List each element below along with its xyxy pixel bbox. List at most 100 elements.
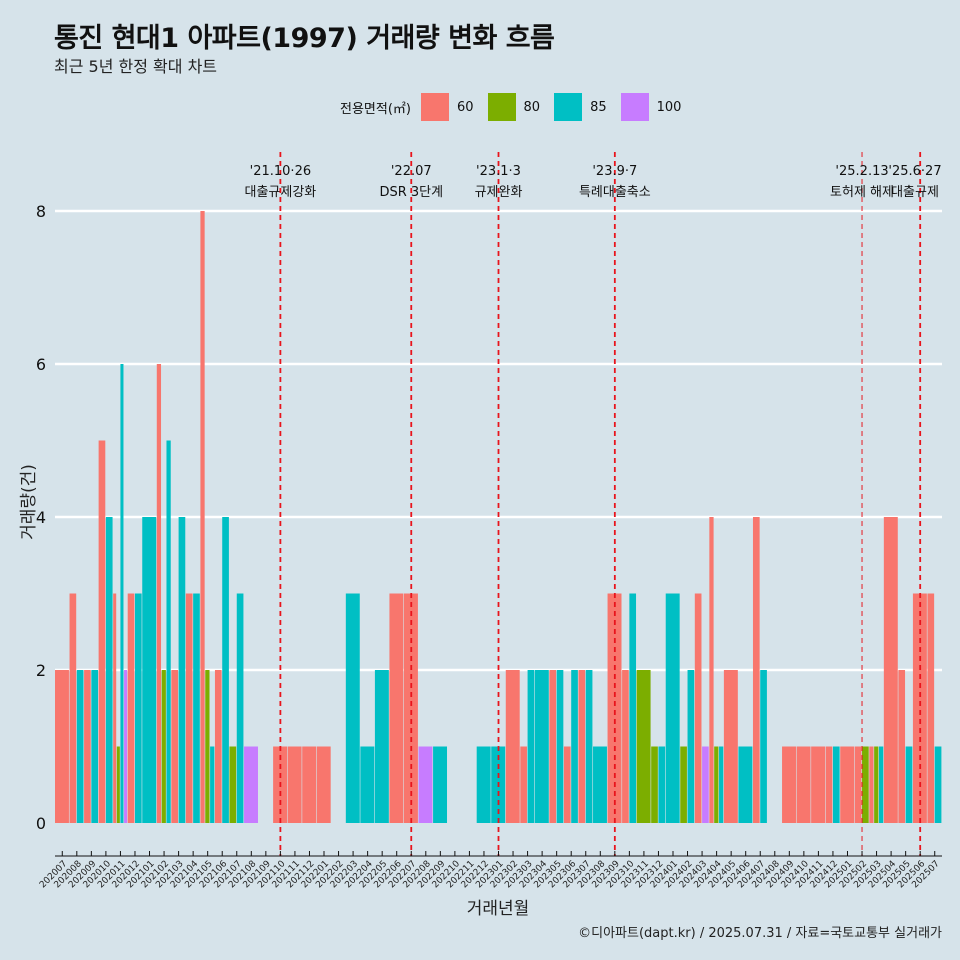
legend-swatch-85 [554,93,583,121]
legend-item-85: 85 [554,93,607,121]
bar-80-202311 [636,670,651,823]
bar-85-202407 [760,670,767,823]
bar-80-202107 [229,746,237,823]
bar-85-202106 [222,517,229,823]
bar-85-202103 [178,517,186,823]
bar-85-202402 [687,670,695,823]
bar-60-202409 [782,746,796,823]
bar-85-202507 [934,746,942,823]
annotation-date: '23.9·7 [592,164,637,179]
annotation-date: '23.1·3 [476,164,521,179]
bar-60-202102 [156,364,162,823]
bar-60-202505 [898,670,906,823]
bar-85-202306 [571,670,578,823]
bar-80-202011 [116,746,120,823]
legend-swatch-80 [487,93,516,121]
bar-85-202203 [345,593,360,823]
bar-80-202503 [874,746,879,823]
bar-85-202401 [665,593,680,823]
bar-85-202101 [142,517,157,823]
bar-60-202010 [98,440,106,823]
bar-60-202011 [113,593,117,823]
bar-85-202503 [878,746,884,823]
bar-85-202404 [719,746,724,823]
bar-85-202012 [134,593,142,823]
x-axis-title: 거래년월 [467,899,530,919]
bar-85-202212 [476,746,491,823]
bar-85-202312 [658,746,666,823]
bar-60-202310 [622,670,629,823]
bar-100-202208 [418,746,433,823]
annotation-date: '21.10·26 [250,164,311,179]
bar-60-202507 [927,593,935,823]
bar-80-202105 [205,670,210,823]
bar-60-202411 [811,746,826,823]
bar-85-202008 [76,670,84,823]
bar-60-202105 [200,211,205,823]
legend: 전용면적(㎡) 60 80 85 100 [340,93,695,121]
legend-label-60: 60 [456,99,474,115]
bar-60-202403 [694,593,702,823]
bar-60-202207 [403,593,418,823]
bar-85-202009 [91,670,99,823]
legend-label-80: 80 [523,99,541,115]
y-tick-label: 0 [36,814,46,833]
bar-60-202503 [869,746,874,823]
bar-85-202406 [738,746,753,823]
bar-60-202008 [69,593,77,823]
annotation-date: '25.2.13 [835,164,888,179]
y-axis-title: 거래량(건) [19,464,39,540]
annotation-label: 특례대출축소 [579,185,651,200]
chart-subtitle: 최근 5년 한정 확대 차트 [54,57,218,76]
bar-85-202412 [832,746,840,823]
y-tick-label: 6 [36,355,46,374]
y-tick-label: 4 [36,508,46,527]
legend-item-60: 60 [420,93,474,121]
annotation-date: '22.07 [391,164,432,179]
bar-60-202504 [883,517,898,823]
bar-60-202112 [302,746,317,823]
annotation-label: 토허제 해제 [830,185,894,200]
y-tick-label: 2 [36,661,46,680]
bar-60-202412 [825,746,833,823]
bar-60-202007 [55,670,69,823]
bar-85-202303 [527,670,535,823]
bar-85-202505 [905,746,913,823]
bar-85-202102 [166,440,171,823]
bars [55,211,942,823]
bar-60-202111 [287,746,302,823]
legend-swatch-100 [620,93,649,121]
bar-85-202104 [193,593,200,823]
bar-60-202506 [912,593,927,823]
bar-100-202403 [702,746,709,823]
bar-60-202309 [607,593,622,823]
bar-60-202302 [505,670,520,823]
bar-60-202106 [214,670,222,823]
bar-60-202103 [171,670,178,823]
bar-80-202402 [680,746,687,823]
legend-label-100: 100 [656,99,682,115]
legend-item-100: 100 [620,93,682,121]
caption: ©디아파트(dapt.kr) / 2025.07.31 / 자료=국토교통부 실… [578,926,942,941]
bar-60-202307 [578,670,586,823]
bar-85-202205 [374,670,389,823]
legend-item-80: 80 [487,93,541,121]
bar-60-202410 [796,746,811,823]
bar-80-202102 [161,670,166,823]
legend-label-85: 85 [590,99,607,115]
legend-swatch-60 [420,93,449,121]
bar-80-202312 [651,746,658,823]
bar-85-202010 [105,517,113,823]
bar-60-202009 [84,670,91,823]
bar-60-202405 [723,670,738,823]
bar-60-202012 [127,593,135,823]
bar-85-202105 [210,746,215,823]
bar-60-202305 [549,670,557,823]
y-tick-label: 8 [36,202,46,221]
bar-85-202305 [556,670,564,823]
bar-85-202011 [120,364,124,823]
bar-85-202307 [585,670,593,823]
bar-60-202201 [316,746,331,823]
bar-60-202306 [563,746,571,823]
bar-85-202107 [236,593,244,823]
